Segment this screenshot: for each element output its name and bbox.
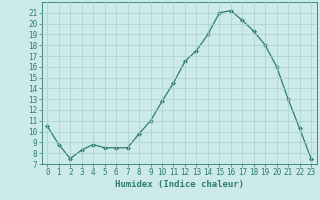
X-axis label: Humidex (Indice chaleur): Humidex (Indice chaleur): [115, 180, 244, 189]
